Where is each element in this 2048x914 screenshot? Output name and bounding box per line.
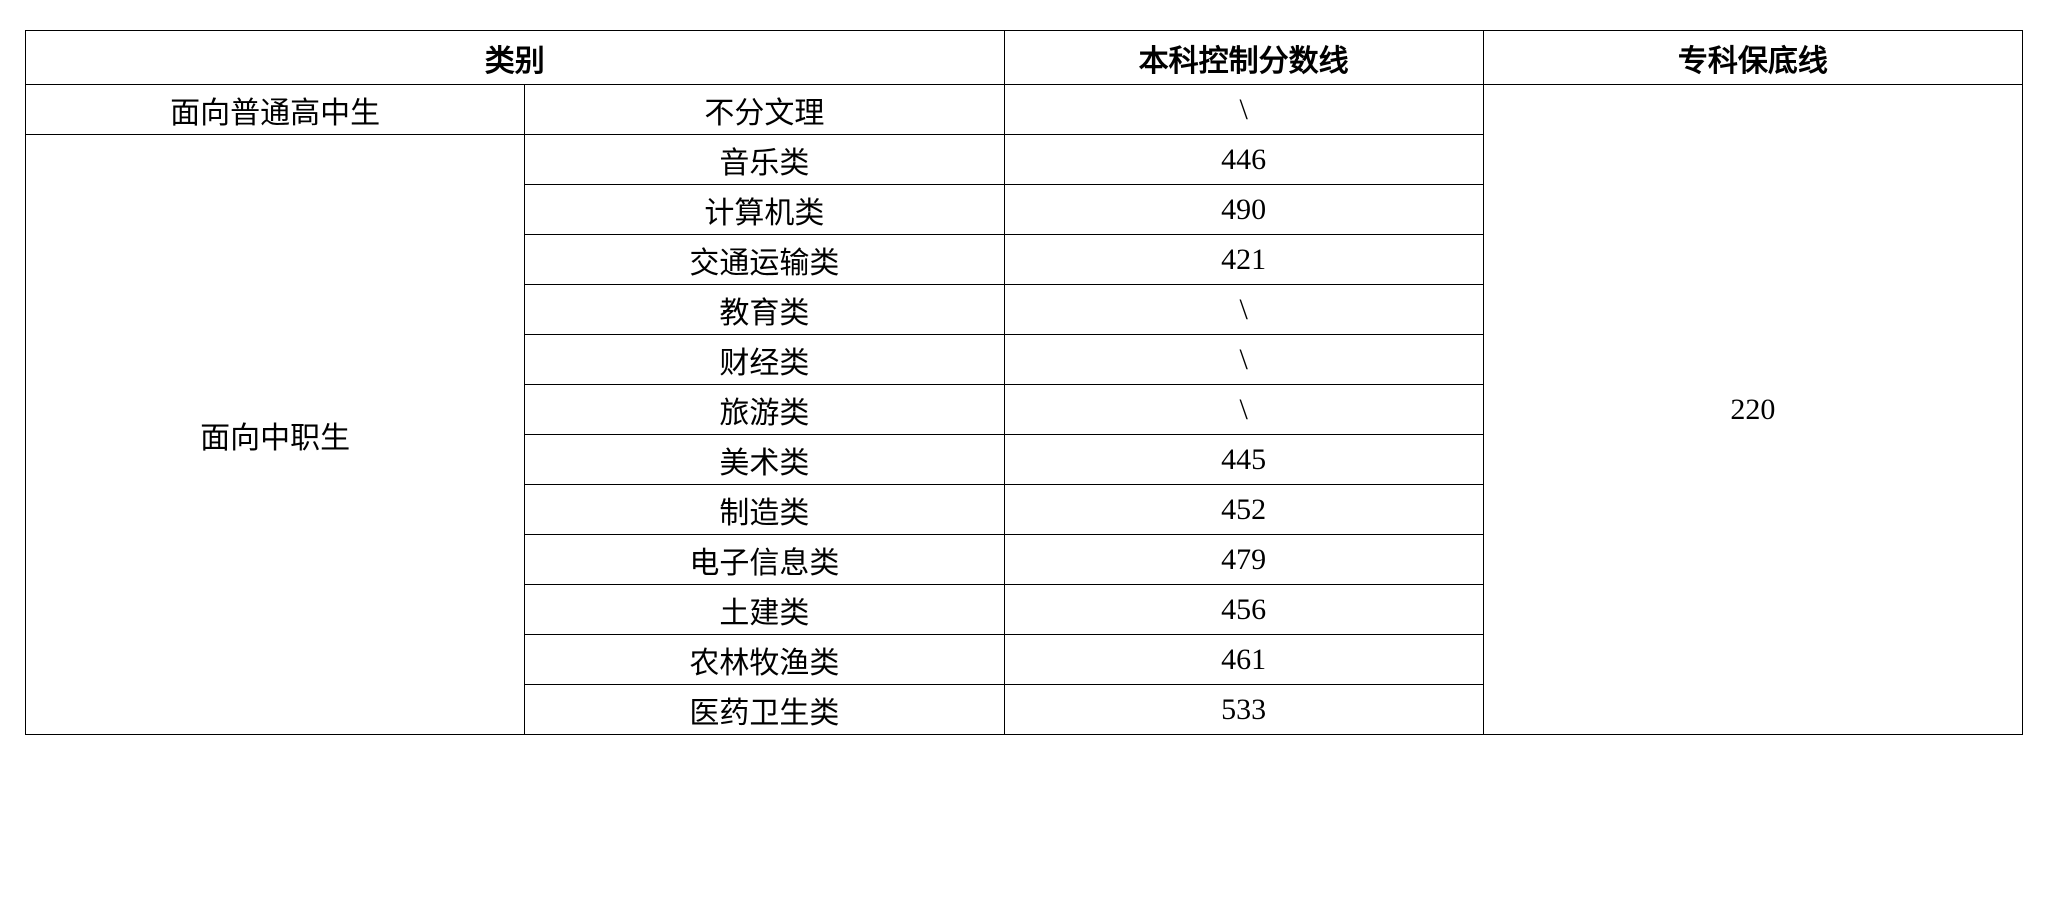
subcategory-cell: 制造类 (525, 485, 1004, 535)
subcategory-cell: 财经类 (525, 335, 1004, 385)
subcategory-cell: 计算机类 (525, 185, 1004, 235)
score-cell: 490 (1004, 185, 1483, 235)
score-cell: \ (1004, 335, 1483, 385)
score-cell: 421 (1004, 235, 1483, 285)
table-row: 面向普通高中生 不分文理 \ 220 (26, 85, 2023, 135)
score-cell: 452 (1004, 485, 1483, 535)
score-cell: 446 (1004, 135, 1483, 185)
subcategory-cell: 旅游类 (525, 385, 1004, 435)
subcategory-cell: 美术类 (525, 435, 1004, 485)
subcategory-cell: 音乐类 (525, 135, 1004, 185)
header-undergrad-line: 本科控制分数线 (1004, 31, 1483, 85)
header-category: 类别 (26, 31, 1005, 85)
group2-label: 面向中职生 (26, 135, 525, 735)
score-cell: 479 (1004, 535, 1483, 585)
subcategory-cell: 教育类 (525, 285, 1004, 335)
group1-subcategory: 不分文理 (525, 85, 1004, 135)
score-cell: \ (1004, 385, 1483, 435)
subcategory-cell: 交通运输类 (525, 235, 1004, 285)
score-cell: \ (1004, 285, 1483, 335)
group1-score: \ (1004, 85, 1483, 135)
header-vocational-line: 专科保底线 (1483, 31, 2022, 85)
score-cell: 533 (1004, 685, 1483, 735)
vocational-baseline: 220 (1483, 85, 2022, 735)
table-header-row: 类别 本科控制分数线 专科保底线 (26, 31, 2023, 85)
score-cell: 461 (1004, 635, 1483, 685)
score-cell: 445 (1004, 435, 1483, 485)
subcategory-cell: 电子信息类 (525, 535, 1004, 585)
subcategory-cell: 医药卫生类 (525, 685, 1004, 735)
subcategory-cell: 土建类 (525, 585, 1004, 635)
group1-label: 面向普通高中生 (26, 85, 525, 135)
score-cell: 456 (1004, 585, 1483, 635)
subcategory-cell: 农林牧渔类 (525, 635, 1004, 685)
score-table: 类别 本科控制分数线 专科保底线 面向普通高中生 不分文理 \ 220 面向中职… (25, 30, 2023, 735)
